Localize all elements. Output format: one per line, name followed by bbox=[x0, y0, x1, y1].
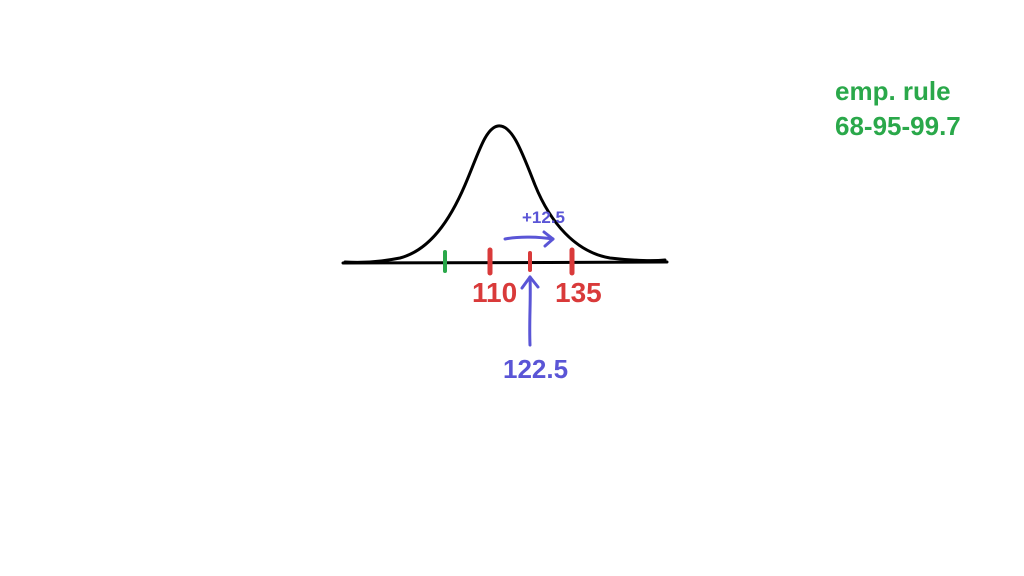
diagram-canvas: +12.5 110 135 122.5 emp. rule 68-95-99.7 bbox=[0, 0, 1024, 576]
label-sd1: 135 bbox=[555, 277, 602, 308]
bell-curve bbox=[345, 126, 665, 262]
annotation-line2: 68-95-99.7 bbox=[835, 111, 961, 141]
step-label: +12.5 bbox=[522, 208, 565, 227]
annotation-line1: emp. rule bbox=[835, 76, 951, 106]
midpoint-arrow bbox=[530, 277, 531, 345]
label-midpoint: 122.5 bbox=[503, 354, 568, 384]
label-mean: 110 bbox=[472, 277, 517, 308]
step-arrow bbox=[505, 237, 553, 239]
x-axis bbox=[343, 262, 667, 263]
